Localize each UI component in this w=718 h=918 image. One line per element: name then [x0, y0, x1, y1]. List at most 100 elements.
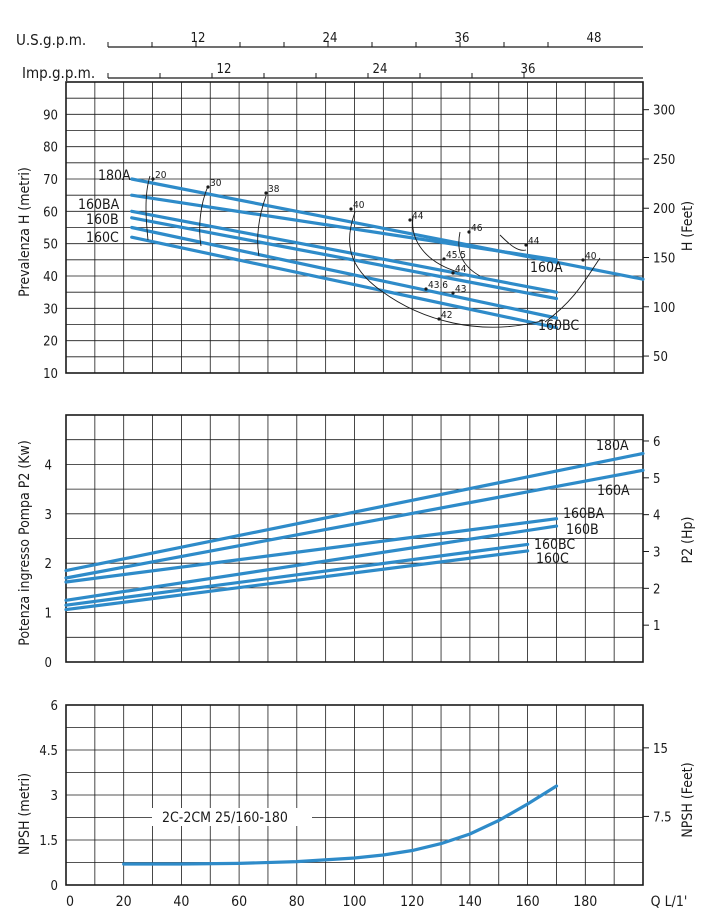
- head-series-label-160ba: 160BA: [78, 197, 120, 213]
- us-gpm-tick-label: 24: [323, 31, 338, 46]
- power-series-label-160bc: 160BC: [534, 537, 575, 553]
- npsh-y-tick-label: 3: [51, 789, 58, 804]
- efficiency-iso-line: [145, 175, 151, 241]
- head-y-tick-label: 70: [43, 173, 58, 188]
- npsh-feet-tick-label: 15: [653, 742, 668, 757]
- power-series-label-180a: 180A: [596, 438, 629, 454]
- npsh-series-label-bg: [152, 808, 312, 826]
- efficiency-point: [437, 317, 441, 321]
- head-y-tick-label: 10: [43, 367, 58, 382]
- efficiency-label: 30: [210, 178, 222, 189]
- efficiency-point: [206, 185, 210, 189]
- head-feet-tick-label: 300: [653, 104, 675, 119]
- x-tick-label: 0: [66, 894, 74, 910]
- npsh-y-tick-label: 0: [51, 879, 58, 894]
- us-gpm-label: U.S.g.p.m.: [16, 31, 86, 49]
- npsh-y2-axis-title: NPSH (Feet): [680, 762, 696, 837]
- x-tick-label: 120: [400, 894, 424, 910]
- efficiency-label: 44: [528, 236, 540, 247]
- efficiency-iso-line: [412, 216, 459, 273]
- head-feet-tick-label: 50: [653, 350, 668, 365]
- x-axis-title: Q L/1': [651, 894, 688, 910]
- efficiency-label: 38: [268, 184, 280, 195]
- power-hp-tick-label: 2: [653, 582, 660, 597]
- power-hp-tick-label: 4: [653, 509, 660, 524]
- power-y-tick-label: 0: [45, 656, 52, 671]
- efficiency-point: [408, 218, 412, 222]
- power-y-tick-label: 2: [45, 557, 52, 572]
- imp-gpm-tick-label: 12: [217, 62, 232, 77]
- efficiency-iso-line: [349, 211, 546, 328]
- power-series-label-160a: 160A: [597, 483, 630, 499]
- efficiency-point: [264, 191, 268, 195]
- head-series-label-160a: 160A: [530, 260, 563, 276]
- npsh-y-tick-label: 6: [51, 699, 58, 714]
- power-series-label-160c: 160C: [536, 551, 569, 567]
- x-tick-label: 60: [231, 894, 247, 910]
- power-hp-tick-label: 6: [653, 435, 660, 450]
- x-tick-label: 100: [342, 894, 366, 910]
- x-tick-label: 140: [458, 894, 482, 910]
- efficiency-point: [424, 287, 428, 291]
- efficiency-label: 44: [412, 211, 424, 222]
- power-hp-tick-label: 1: [653, 619, 660, 634]
- efficiency-iso-line: [257, 195, 267, 257]
- efficiency-iso-line: [544, 257, 601, 323]
- efficiency-point: [349, 207, 353, 211]
- efficiency-point: [524, 243, 528, 247]
- power-curve-160a: [64, 468, 645, 580]
- efficiency-point: [581, 258, 585, 262]
- imp-gpm-tick-label: 24: [373, 62, 388, 77]
- power-series-label-160b: 160B: [566, 522, 599, 538]
- us-gpm-tick-label: 48: [587, 31, 602, 46]
- head-y-tick-label: 80: [43, 141, 58, 156]
- efficiency-label: 40: [585, 251, 597, 262]
- us-gpm-tick-label: 12: [191, 31, 206, 46]
- power-y-tick-label: 1: [45, 607, 52, 622]
- efficiency-label: 44: [455, 264, 467, 275]
- head-feet-tick-label: 250: [653, 153, 675, 168]
- head-y-tick-label: 30: [43, 302, 58, 317]
- efficiency-label: 40: [353, 200, 365, 211]
- head-feet-tick-label: 100: [653, 301, 675, 316]
- npsh-y-tick-label: 1.5: [39, 834, 58, 849]
- head-series-label-160b: 160B: [86, 212, 119, 228]
- efficiency-label: 43.6: [428, 280, 448, 291]
- x-tick-label: 80: [289, 894, 305, 910]
- power-curve-180a: [64, 451, 645, 573]
- efficiency-iso-line: [199, 185, 209, 247]
- head-y-tick-label: 20: [43, 335, 58, 350]
- head-curve-180a: [130, 177, 645, 281]
- head-curve-160c: [130, 235, 559, 330]
- efficiency-label: 20: [155, 170, 167, 181]
- head-feet-tick-label: 200: [653, 202, 675, 217]
- imp-gpm-tick-label: 36: [521, 62, 536, 77]
- head-y2-axis-title: H (Feet): [680, 201, 696, 251]
- head-y-tick-label: 50: [43, 238, 58, 253]
- head-y-tick-label: 90: [43, 108, 58, 123]
- efficiency-point: [451, 291, 455, 295]
- efficiency-label: 45.5: [446, 250, 466, 261]
- head-curve-160bc: [130, 225, 559, 320]
- efficiency-point: [467, 230, 471, 234]
- power-y-tick-label: 3: [45, 508, 52, 523]
- npsh-series-label: 2C-2CM 25/160-180: [162, 810, 288, 826]
- power-curve-160ba: [64, 517, 559, 584]
- head-curve-160a: [130, 193, 559, 262]
- npsh-y-tick-label: 4.5: [39, 744, 58, 759]
- npsh-panel-frame: [65, 704, 644, 886]
- head-y-tick-label: 60: [43, 205, 58, 220]
- head-curve-160ba: [130, 209, 559, 294]
- us-gpm-tick-label: 36: [455, 31, 470, 46]
- efficiency-point: [451, 271, 455, 275]
- efficiency-point: [442, 257, 446, 261]
- x-tick-label: 180: [573, 894, 597, 910]
- power-panel-frame: [65, 414, 644, 663]
- npsh-panel-grid: [66, 705, 643, 885]
- efficiency-label: 42: [441, 310, 452, 321]
- x-tick-label: 40: [173, 894, 189, 910]
- head-series-label-160bc: 160BC: [538, 318, 579, 334]
- head-series-label-160c: 160C: [86, 230, 119, 246]
- head-panel-frame: [65, 81, 644, 374]
